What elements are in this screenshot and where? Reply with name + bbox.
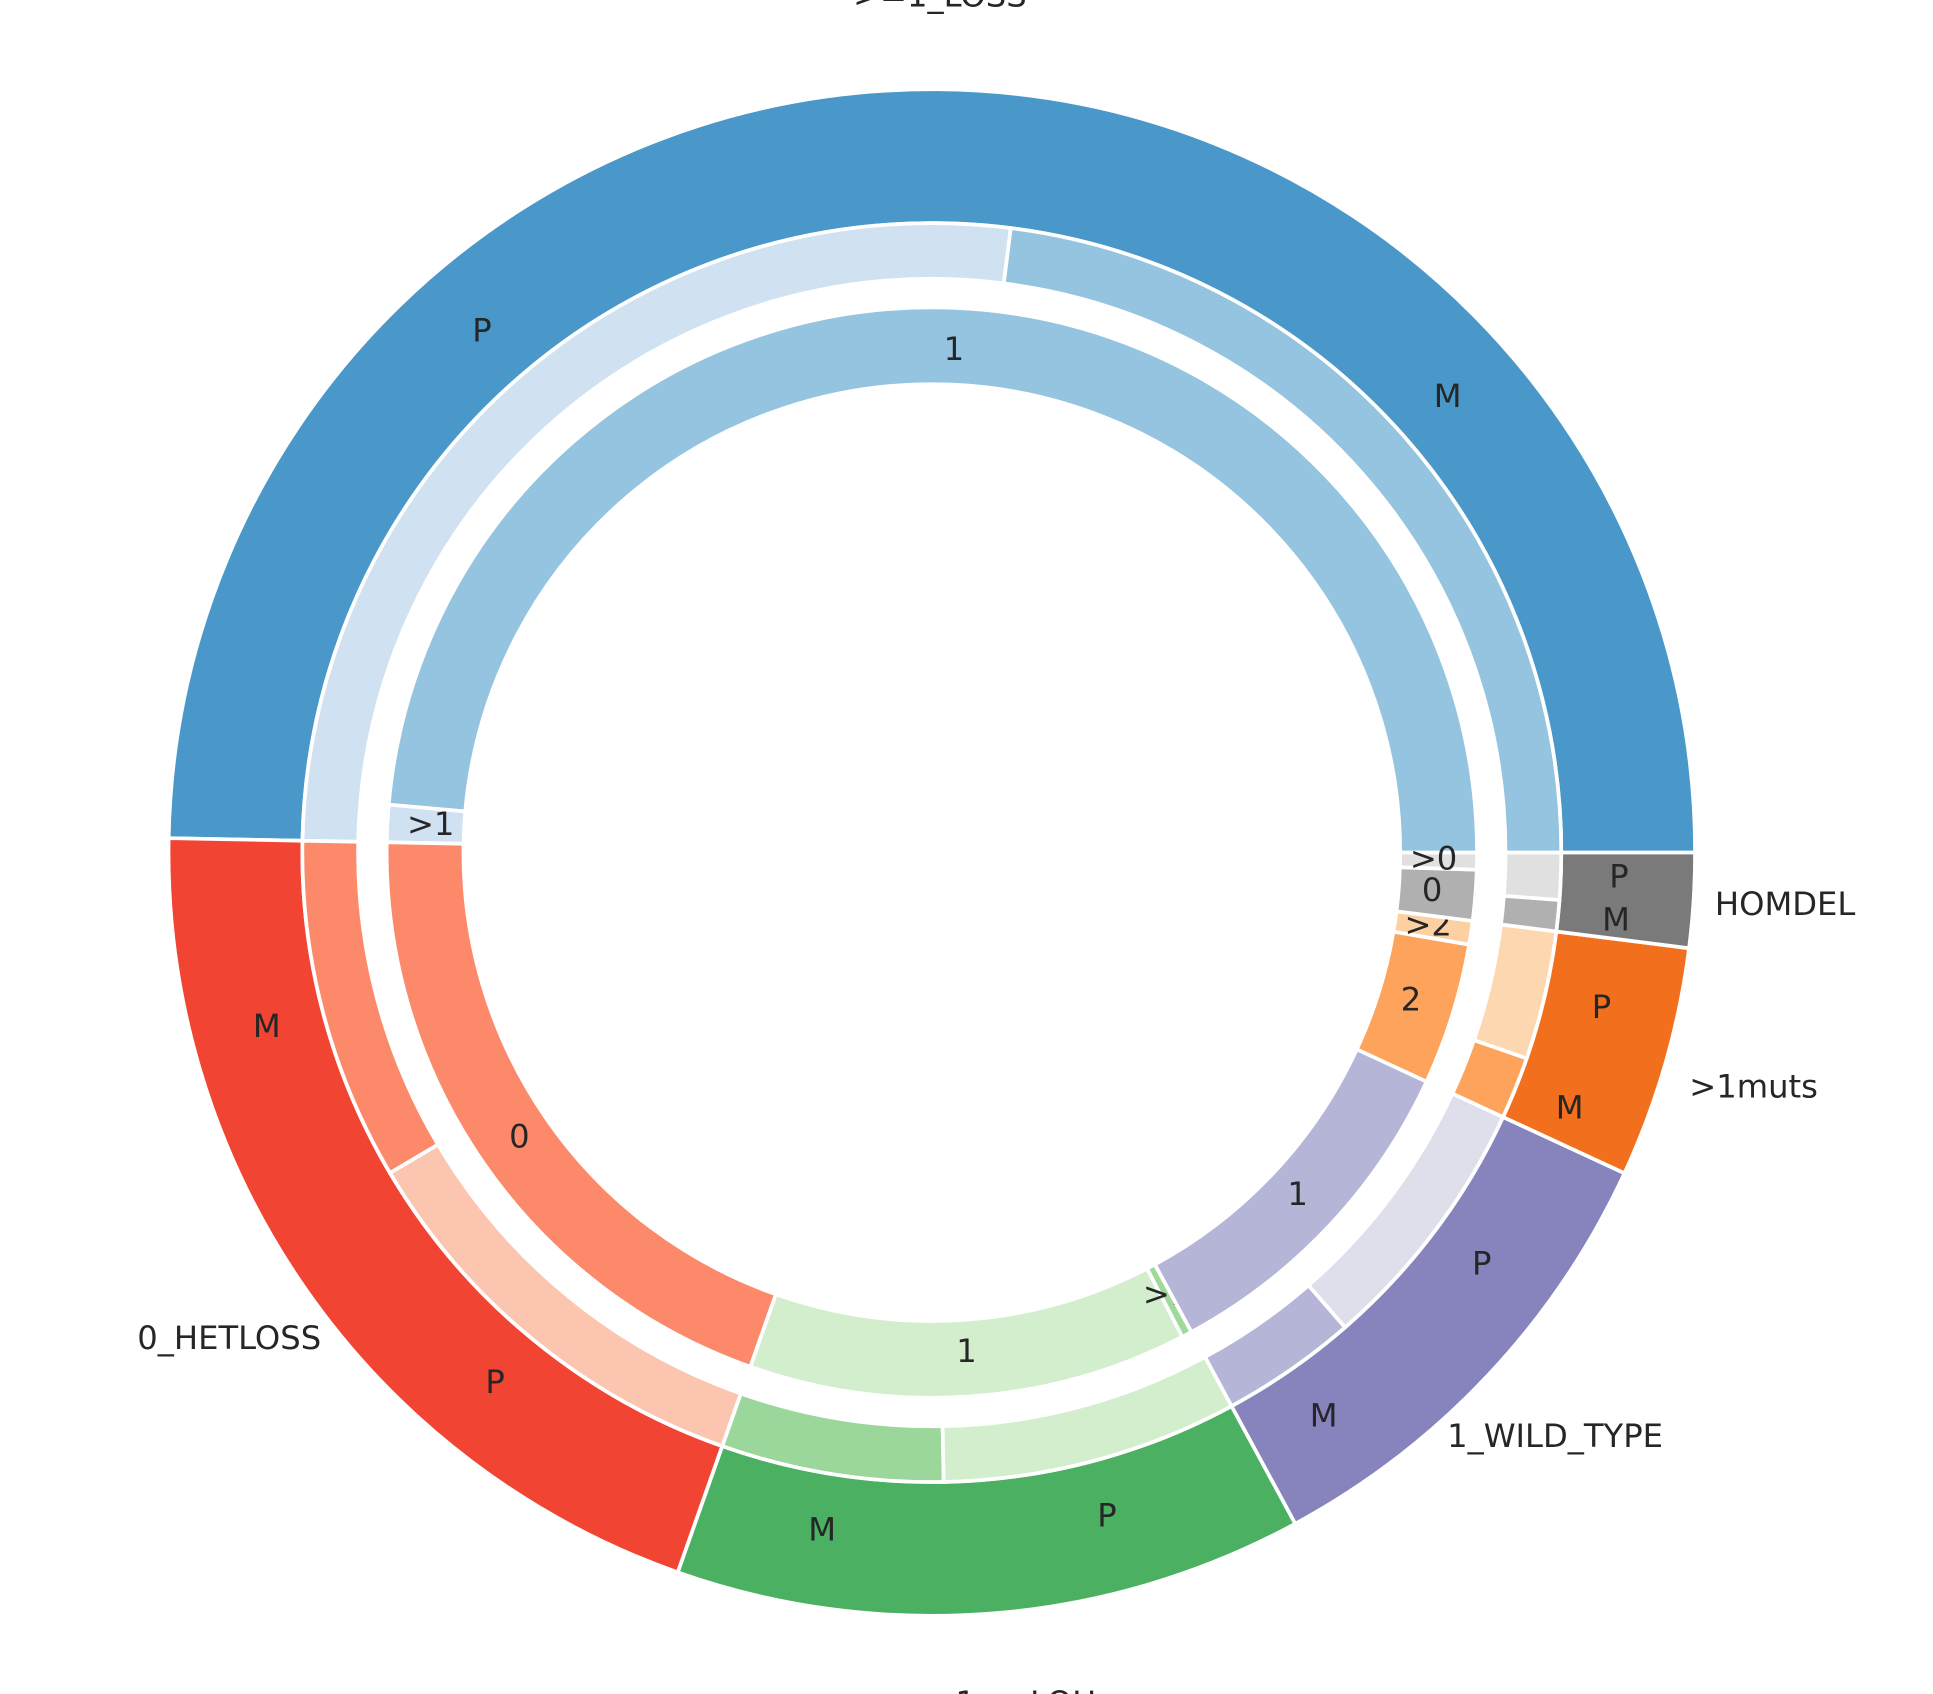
inner-label: >0 <box>1410 839 1457 877</box>
inner-wedge <box>1398 850 1479 872</box>
inner-wedge <box>386 305 1479 855</box>
middle-label: P <box>1592 988 1611 1026</box>
middle-wedge <box>1501 850 1564 902</box>
inner-label: 1 <box>1287 1175 1307 1213</box>
outer-label: 0_HETLOSS <box>137 1319 321 1357</box>
middle-label: P <box>1609 857 1628 895</box>
inner-label: >1 <box>407 805 454 843</box>
outer-label: HOMDEL <box>1715 885 1855 923</box>
middle-label: P <box>1472 1244 1491 1282</box>
middle-label: P <box>485 1363 504 1401</box>
middle-label: M <box>1602 901 1630 939</box>
middle-label: M <box>1556 1089 1584 1127</box>
middle-label: M <box>1310 1397 1338 1435</box>
middle-label: P <box>1097 1497 1116 1535</box>
outer-label: >=1_LOSS <box>853 0 1027 15</box>
inner-label: 0 <box>509 1118 530 1156</box>
outer-label: >1muts <box>1689 1068 1818 1106</box>
inner-label: 1 <box>944 330 965 368</box>
inner-label: 1 <box>956 1332 977 1370</box>
middle-label: M <box>1434 377 1462 415</box>
middle-label: M <box>808 1510 836 1548</box>
outer-label: 1_WILD_TYPE <box>1447 1417 1663 1455</box>
middle-label: P <box>472 311 491 349</box>
middle-label: M <box>253 1007 281 1045</box>
inner-label: 2 <box>1401 981 1422 1019</box>
outer-label: >=1_cnLOH <box>901 1684 1096 1694</box>
inner-label: 0 <box>1422 871 1443 909</box>
